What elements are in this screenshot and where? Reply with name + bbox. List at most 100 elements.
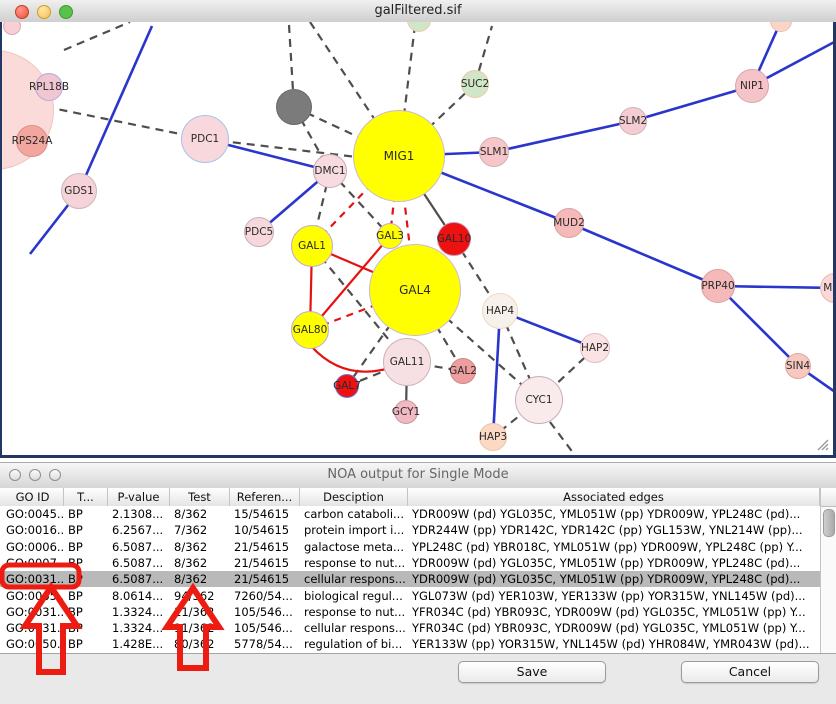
graph-node-GCY1[interactable]: GCY1 (394, 400, 418, 424)
graph-node-RPL18B[interactable]: RPL18B (35, 73, 63, 101)
cell-p: 1.3324... (108, 604, 170, 620)
table-row[interactable]: GO:0016...BP6.2567...7/36210/54615protei… (0, 522, 820, 538)
resize-grip-icon[interactable] (817, 439, 829, 451)
cell-p: 6.5087... (108, 539, 170, 555)
column-header-assoc[interactable]: Associated edges (408, 488, 820, 506)
graph-node-PRP40[interactable]: PRP40 (701, 269, 735, 303)
node-label: RPL18B (29, 81, 69, 93)
graph-node-SUC2[interactable]: SUC2 (461, 70, 489, 98)
node-label: SLM1 (480, 146, 508, 158)
table-header[interactable]: GO IDT...P-valueTestReferen...Desciption… (0, 488, 820, 507)
network-canvas[interactable]: RPL18B RPS24A GDS1 PDC1 PDC5 DMC1 MIG1 SUC2 SLM1… (0, 22, 836, 458)
vertical-scrollbar[interactable] (820, 488, 836, 653)
graph-node-NIP1[interactable]: NIP1 (735, 69, 769, 103)
save-button[interactable]: Save (458, 661, 606, 683)
column-header-go[interactable]: GO ID (2, 488, 64, 506)
graph-node-HAP2[interactable]: HAP2 (580, 333, 610, 363)
graph-node-DMC1[interactable]: DMC1 (313, 154, 347, 188)
graph-node-PDC5[interactable]: PDC5 (244, 217, 274, 247)
table-row[interactable]: GO:0006...BP6.5087...8/36221/54615galact… (0, 539, 820, 555)
graph-edge[interactable] (79, 26, 152, 191)
graph-node-GAL4[interactable]: GAL4 (369, 244, 461, 336)
noa-window-titlebar[interactable]: NOA output for Single Mode (0, 463, 836, 489)
column-header-t[interactable]: T... (64, 488, 108, 506)
graph-node-unlabeled[interactable] (276, 89, 312, 125)
noa-window: NOA output for Single Mode GO IDT...P-va… (0, 462, 836, 704)
graph-edge[interactable] (32, 104, 205, 139)
graph-node-HAP3[interactable]: HAP3 (479, 423, 507, 451)
cell-p: 8.0614... (108, 588, 170, 604)
graph-window-titlebar[interactable]: galFiltered.sif (0, 0, 836, 23)
column-header-test[interactable]: Test (170, 488, 230, 506)
graph-node-CYC1[interactable]: CYC1 (515, 376, 563, 424)
graph-node-GAL1[interactable]: GAL1 (291, 225, 333, 267)
cell-ref: 21/54615 (230, 555, 300, 571)
cell-assoc: YFR034C (pd) YBR093C, YDR009W (pd) YGL03… (408, 620, 820, 636)
graph-edge[interactable] (493, 311, 500, 437)
cell-go: GO:0065... (2, 588, 64, 604)
graph-node-MUD2[interactable]: MUD2 (554, 208, 584, 238)
graph-edge[interactable] (494, 121, 633, 152)
table-row[interactable]: GO:0065...BP8.0614...94/3627260/54...bio… (0, 588, 820, 604)
scrollbar-thumb[interactable] (823, 509, 835, 537)
cell-assoc: YDR009W (pd) YGL035C, YML051W (pp) YDR00… (408, 571, 820, 587)
cell-desc: biological regul... (300, 588, 408, 604)
graph-edge[interactable] (64, 22, 130, 50)
graph-node-MIG1[interactable]: MIG1 (353, 110, 445, 202)
column-header-ref[interactable]: Referen... (230, 488, 300, 506)
node-label: SLM2 (619, 115, 647, 127)
node-label: HAP3 (479, 431, 507, 443)
cell-t: BP (64, 522, 108, 538)
node-label: GAL80 (293, 324, 328, 336)
graph-node-PDC1[interactable]: PDC1 (181, 115, 229, 163)
node-label: GAL3 (376, 230, 404, 242)
node-label: PDC5 (245, 226, 273, 238)
cell-test: 8/362 (170, 571, 230, 587)
cell-assoc: YDR009W (pd) YGL035C, YML051W (pp) YDR00… (408, 506, 820, 522)
table-row[interactable]: GO:0045...BP2.1308...8/36215/54615carbon… (0, 506, 820, 522)
node-label: DMC1 (314, 165, 345, 177)
table-row[interactable]: GO:0050...BP1.428E...80/3625778/54...reg… (0, 636, 820, 652)
graph-edge[interactable] (633, 86, 752, 121)
graph-edge[interactable] (718, 286, 833, 288)
graph-node-HAP4[interactable]: HAP4 (482, 293, 518, 329)
cell-t: BP (64, 555, 108, 571)
cell-ref: 5778/54... (230, 636, 300, 652)
graph-node-RPS24A[interactable]: RPS24A (16, 125, 48, 157)
table-row[interactable]: GO:0007...BP6.5087...8/36221/54615respon… (0, 555, 820, 571)
graph-node-GAL3[interactable]: GAL3 (377, 223, 403, 249)
graph-node-GDS1[interactable]: GDS1 (61, 173, 97, 209)
cell-t: BP (64, 620, 108, 636)
cell-test: 8/362 (170, 506, 230, 522)
table-row[interactable]: GO:0031...BP1.3324...11/362105/546...cel… (0, 620, 820, 636)
graph-node-SLM2[interactable]: SLM2 (619, 107, 647, 135)
graph-node-GAL7[interactable]: GAL7 (335, 374, 359, 398)
graph-edge[interactable] (311, 346, 386, 372)
graph-node-GAL2[interactable]: GAL2 (450, 358, 476, 384)
graph-node-GAL80[interactable]: GAL80 (291, 311, 329, 349)
graph-edge[interactable] (569, 223, 718, 286)
table-body: GO:0045...BP2.1308...8/36215/54615carbon… (0, 506, 820, 653)
column-header-p[interactable]: P-value (108, 488, 170, 506)
cell-desc: cellular respons... (300, 571, 408, 587)
cell-go: GO:0006... (2, 539, 64, 555)
graph-node-GAL10[interactable]: GAL10 (437, 222, 471, 256)
node-label: RPS24A (12, 135, 53, 147)
graph-node-SIN4[interactable]: SIN4 (785, 353, 811, 379)
cell-p: 2.1308... (108, 506, 170, 522)
graph-edge[interactable] (550, 422, 577, 455)
edge-layer (2, 22, 833, 455)
table-row[interactable]: GO:0031...BP6.5087...8/36221/54615cellul… (0, 571, 820, 587)
graph-node-SLM1[interactable]: SLM1 (479, 137, 509, 167)
table-row[interactable]: GO:0031...BP1.3324...11/362105/546...res… (0, 604, 820, 620)
cell-ref: 7260/54... (230, 588, 300, 604)
cell-desc: protein import i... (300, 522, 408, 538)
node-label: SIN4 (786, 360, 810, 372)
cell-assoc: YPL248C (pd) YBR018C, YML051W (pp) YDR00… (408, 539, 820, 555)
graph-node-GAL11[interactable]: GAL11 (383, 338, 431, 386)
graph-window: galFiltered.sif RPL18B RPS24A GDS1 PDC1 PDC5… (0, 0, 836, 458)
cancel-button[interactable]: Cancel (681, 661, 819, 683)
node-label: GAL7 (333, 380, 361, 392)
column-header-desc[interactable]: Desciption (300, 488, 408, 506)
cell-desc: response to nut... (300, 555, 408, 571)
